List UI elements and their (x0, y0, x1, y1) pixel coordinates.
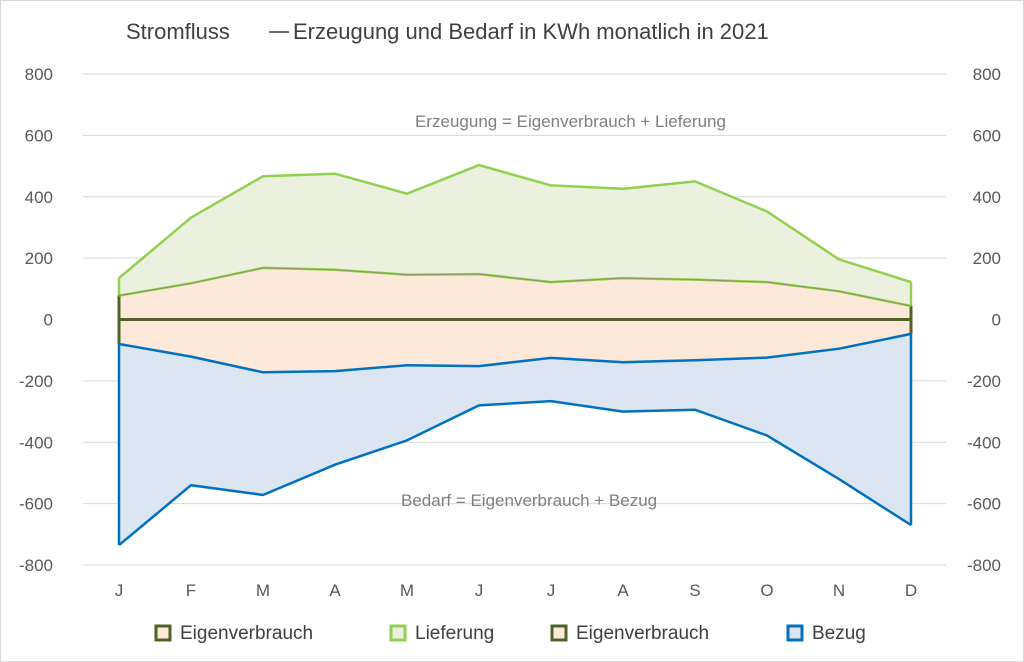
series-line-bezug (118, 399, 912, 547)
x-tick-label: J (115, 581, 124, 600)
x-tick-label: N (833, 581, 845, 600)
y-tick-label-left: 600 (25, 126, 53, 145)
y-tick-label-right: -800 (967, 556, 1001, 575)
legend-label: Lieferung (415, 623, 494, 644)
y-tick-label-right: 600 (973, 126, 1001, 145)
series-line-eigenverbrauch-upper (118, 267, 912, 307)
x-tick-label: O (760, 581, 773, 600)
y-tick-label-left: -600 (19, 495, 53, 514)
y-tick-label-right: 0 (992, 311, 1001, 330)
area-bezug (119, 333, 911, 546)
x-tick-label: M (256, 581, 270, 600)
series-line-eigenverbrauch-lower (118, 332, 912, 374)
y-tick-label-left: -200 (19, 372, 53, 391)
y-tick-label-left: 800 (25, 65, 53, 84)
legend-swatch (550, 624, 568, 642)
y-tick-label-left: 0 (44, 311, 53, 330)
y-tick-label-right: -400 (967, 433, 1001, 452)
x-tick-label: A (617, 581, 629, 600)
y-tick-label-left: 400 (25, 188, 53, 207)
legend-label: Eigenverbrauch (180, 623, 313, 644)
legend-swatch (154, 624, 172, 642)
y-tick-label-left: -400 (19, 433, 53, 452)
chart-title: Stromfluss (126, 19, 230, 44)
axis-layer: 800 600 400 200 0 -200 -400 -600 -800 800 600 400 20… (19, 65, 1001, 600)
y-tick-label-right: 200 (973, 249, 1001, 268)
legend: Eigenverbrauch Lieferung Eigenverbrauch Bez… (154, 623, 866, 644)
legend-swatch (389, 624, 407, 642)
area-lieferung (119, 165, 911, 306)
legend-label: Eigenverbrauch (576, 623, 709, 644)
chart-subtitle: Erzeugung und Bedarf in KWh monatlich in… (293, 19, 769, 44)
x-tick-label: S (689, 581, 700, 600)
area-layer (119, 165, 911, 546)
series-line-lieferung (118, 163, 912, 284)
x-tick-label: D (905, 581, 917, 600)
y-tick-label-right: -200 (967, 372, 1001, 391)
x-tick-label: J (547, 581, 556, 600)
y-tick-label-left: 200 (25, 249, 53, 268)
x-tick-label: M (400, 581, 414, 600)
x-tick-label: J (475, 581, 484, 600)
x-tick-label: A (329, 581, 341, 600)
annotation-demand: Bedarf = Eigenverbrauch + Bezug (401, 491, 657, 510)
y-tick-label-left: -800 (19, 556, 53, 575)
annotation-generation: Erzeugung = Eigenverbrauch + Lieferung (415, 112, 726, 131)
y-tick-label-right: 800 (973, 65, 1001, 84)
legend-label: Bezug (812, 623, 866, 644)
y-tick-label-right: -600 (967, 495, 1001, 514)
legend-swatch (786, 624, 804, 642)
y-tick-label-right: 400 (973, 188, 1001, 207)
x-tick-label: F (186, 581, 196, 600)
line-layer (117, 163, 913, 547)
